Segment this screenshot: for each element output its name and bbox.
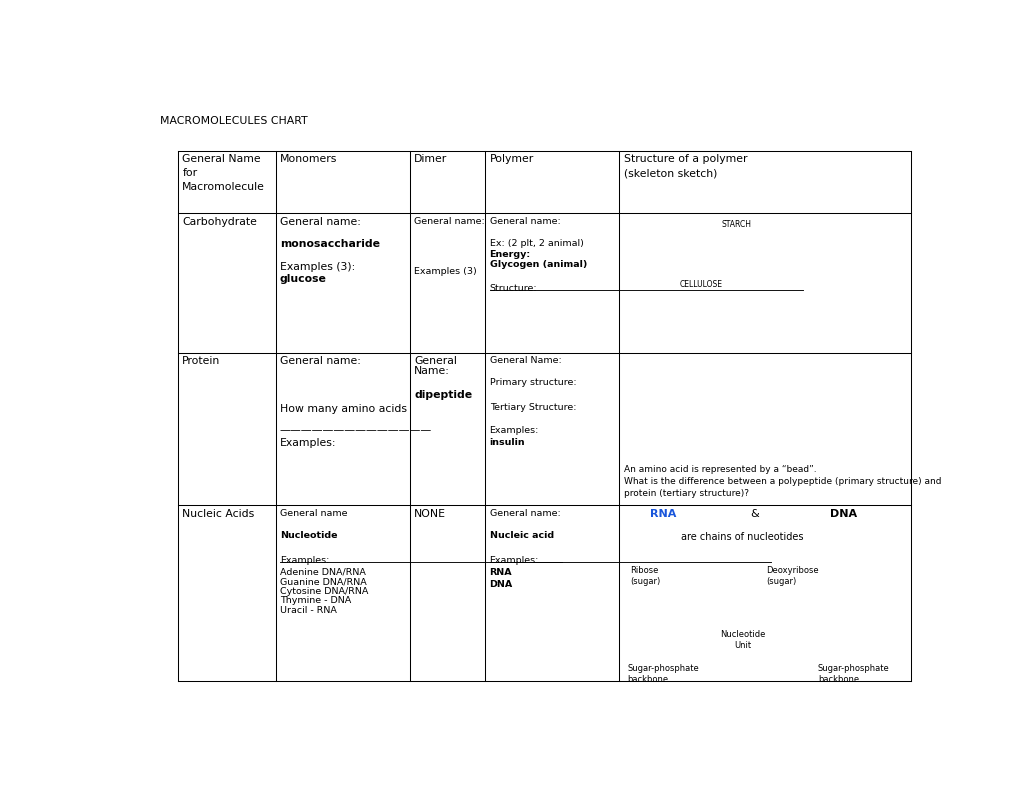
Text: Tertiary Structure:: Tertiary Structure:: [489, 403, 577, 411]
Text: Examples (3): Examples (3): [414, 267, 477, 276]
Text: Ex: (2 plt, 2 animal): Ex: (2 plt, 2 animal): [489, 239, 584, 248]
Text: DNA: DNA: [489, 580, 513, 589]
Text: Dimer: Dimer: [414, 154, 447, 165]
Text: General Name
for
Macromolecule: General Name for Macromolecule: [182, 154, 265, 192]
Text: Adenine DNA/RNA: Adenine DNA/RNA: [280, 568, 366, 577]
Text: Nucleotide: Nucleotide: [280, 531, 337, 539]
Text: CELLULOSE: CELLULOSE: [680, 281, 723, 290]
Text: glucose: glucose: [280, 274, 327, 284]
Text: DNA: DNA: [829, 509, 857, 519]
Text: General name: General name: [280, 509, 347, 517]
Text: NONE: NONE: [414, 509, 446, 519]
Text: Examples (3):: Examples (3):: [280, 262, 355, 272]
Text: ——————————————: ——————————————: [280, 425, 432, 435]
Text: STARCH: STARCH: [721, 220, 752, 229]
Text: General name:: General name:: [280, 217, 360, 226]
Text: Name:: Name:: [414, 366, 450, 377]
Text: insulin: insulin: [489, 438, 525, 447]
Text: Nucleotide
Unit: Nucleotide Unit: [720, 630, 765, 650]
Text: Cytosine DNA/RNA: Cytosine DNA/RNA: [280, 587, 369, 596]
Text: Uracil - RNA: Uracil - RNA: [280, 606, 337, 615]
Text: General Name:: General Name:: [489, 356, 561, 365]
Text: RNA: RNA: [649, 509, 676, 519]
Text: Sugar-phosphate
backbone: Sugar-phosphate backbone: [628, 664, 699, 684]
Text: monosaccharide: monosaccharide: [280, 239, 380, 248]
Text: Monomers: Monomers: [280, 154, 337, 165]
Text: MACROMOLECULES CHART: MACROMOLECULES CHART: [160, 116, 307, 127]
Text: General: General: [414, 356, 457, 366]
Text: &: &: [751, 509, 759, 519]
Text: Guanine DNA/RNA: Guanine DNA/RNA: [280, 577, 367, 586]
Text: Deoxyribose
(sugar): Deoxyribose (sugar): [766, 566, 819, 586]
Text: Protein: Protein: [182, 356, 220, 366]
Text: Examples:: Examples:: [489, 556, 539, 566]
Text: Examples:: Examples:: [280, 438, 337, 448]
Text: General name:: General name:: [414, 217, 484, 225]
Text: Structure of a polymer
(skeleton sketch): Structure of a polymer (skeleton sketch): [624, 154, 748, 178]
Text: How many amino acids: How many amino acids: [280, 403, 407, 414]
Text: RNA: RNA: [489, 568, 512, 577]
Text: General name:: General name:: [489, 217, 560, 225]
Text: Examples:: Examples:: [489, 426, 539, 435]
Text: Carbohydrate: Carbohydrate: [182, 217, 257, 226]
Text: Polymer: Polymer: [489, 154, 534, 165]
Text: Primary structure:: Primary structure:: [489, 378, 577, 387]
Text: Structure:: Structure:: [489, 284, 538, 293]
Text: Energy:: Energy:: [489, 250, 530, 259]
Text: What is the difference between a polypeptide (primary structure) and: What is the difference between a polypep…: [624, 477, 941, 486]
Text: General name:: General name:: [280, 356, 360, 366]
Text: Glycogen (animal): Glycogen (animal): [489, 260, 587, 270]
Text: Examples:: Examples:: [280, 556, 330, 566]
Text: Ribose
(sugar): Ribose (sugar): [630, 566, 660, 586]
Text: dipeptide: dipeptide: [414, 390, 472, 400]
Text: Nucleic acid: Nucleic acid: [489, 531, 554, 539]
Text: protein (tertiary structure)?: protein (tertiary structure)?: [624, 490, 749, 498]
Text: General name:: General name:: [489, 509, 560, 517]
Text: are chains of nucleotides: are chains of nucleotides: [681, 532, 804, 542]
Text: An amino acid is represented by a “bead”.: An amino acid is represented by a “bead”…: [624, 465, 816, 474]
Text: Nucleic Acids: Nucleic Acids: [182, 509, 255, 519]
Text: Thymine - DNA: Thymine - DNA: [280, 596, 351, 605]
Text: Sugar-phosphate
backbone: Sugar-phosphate backbone: [818, 664, 890, 684]
